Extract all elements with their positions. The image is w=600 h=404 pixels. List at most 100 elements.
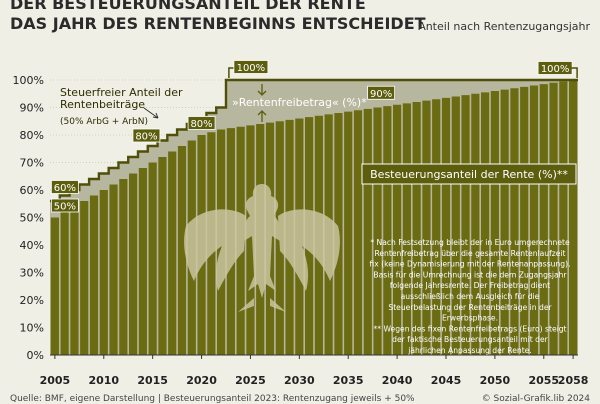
x-tick-label: 2020 bbox=[186, 374, 217, 387]
x-tick-label: 2045 bbox=[431, 374, 462, 387]
freibetrag-step-line bbox=[50, 78, 578, 203]
bar-2009 bbox=[89, 195, 99, 355]
bar-2056 bbox=[549, 82, 558, 355]
bar-2054 bbox=[529, 85, 539, 355]
data-label-50: 50% bbox=[54, 202, 76, 213]
bar-2038 bbox=[373, 107, 382, 355]
x-tick-label: 2025 bbox=[235, 374, 266, 387]
footnote-line: ** Wegen des fixen Rentenfreibetrags (Eu… bbox=[373, 324, 566, 333]
eagle-overlay-icon bbox=[184, 184, 340, 312]
footnote-line: der faktische Besteuerungsanteil mit der bbox=[392, 335, 549, 344]
data-label-100-2058: 100% bbox=[541, 64, 570, 75]
bar-2013 bbox=[129, 173, 138, 355]
bar-2042 bbox=[412, 102, 421, 355]
y-tick-label: 20% bbox=[20, 294, 44, 307]
bar-2035 bbox=[344, 111, 353, 355]
bar-2055 bbox=[539, 84, 548, 355]
data-label-80-freibetrag: 80% bbox=[135, 132, 157, 143]
label-connector bbox=[571, 67, 578, 78]
bar-2005 bbox=[50, 217, 59, 355]
bar-2052 bbox=[510, 88, 519, 355]
data-label-90: 90% bbox=[370, 89, 392, 100]
bar-2017 bbox=[168, 151, 177, 355]
footnote-line: fix (keine Dynamisierung mit der Rentena… bbox=[370, 260, 571, 269]
data-label-60: 60% bbox=[54, 183, 76, 194]
arrow-icon bbox=[143, 107, 159, 119]
data-label-100-2023-box bbox=[233, 60, 269, 74]
bar-2058 bbox=[569, 80, 578, 355]
bar-2018 bbox=[177, 146, 187, 355]
data-label-50-box bbox=[50, 198, 79, 213]
bar-2007 bbox=[70, 206, 79, 355]
data-label-80-bar: 80% bbox=[190, 119, 212, 130]
x-tick-label: 2050 bbox=[480, 374, 511, 387]
footnote-line: jährlichen Anpassung der Rente. bbox=[407, 346, 532, 355]
bar-2037 bbox=[363, 108, 372, 355]
bar-2014 bbox=[138, 168, 147, 355]
bar-2053 bbox=[520, 86, 529, 355]
y-tick-label: 60% bbox=[20, 184, 44, 197]
x-tick-label: 2055 bbox=[528, 374, 559, 387]
y-tick-label: 80% bbox=[20, 129, 44, 142]
eagle-right-wing-icon bbox=[278, 209, 340, 291]
footnote-line: Basis für die Umrechnung ist die dem Zug… bbox=[373, 270, 567, 279]
freibetrag-title-line1: Steuerfreier Anteil der bbox=[60, 86, 183, 99]
bar-2025 bbox=[246, 125, 255, 355]
besteuerungsanteil-banner bbox=[361, 163, 577, 185]
data-label-80-bar-box bbox=[187, 116, 216, 130]
rentenfreibetrag-label: »Rentenfreibetrag« (%)* bbox=[232, 96, 367, 109]
chart-title-line1: DER BESTEUERUNGSANTEIL DER RENTE bbox=[10, 0, 366, 13]
x-tick-label: 2035 bbox=[333, 374, 364, 387]
y-tick-label: 50% bbox=[20, 212, 44, 225]
bar-2051 bbox=[500, 89, 509, 355]
besteuerungsanteil-label: Besteuerungsanteil der Rente (%)** bbox=[370, 168, 568, 181]
y-tick-label: 0% bbox=[27, 349, 44, 362]
eagle-left-wing-icon bbox=[184, 209, 246, 291]
data-label-60-box bbox=[50, 180, 79, 194]
footnote-line: Steuerbelastung der Rentenbeiträge in de… bbox=[388, 303, 552, 312]
data-label-90-box bbox=[367, 85, 396, 100]
bar-2016 bbox=[158, 157, 167, 355]
bar-2045 bbox=[441, 97, 451, 355]
footnote-line: Rentenfreibetrag über die gesamte Renten… bbox=[374, 249, 565, 258]
bar-2015 bbox=[148, 162, 157, 355]
arrow-down-icon bbox=[257, 84, 267, 96]
x-tick-label: 2005 bbox=[40, 374, 71, 387]
bar-2011 bbox=[109, 184, 118, 355]
x-tick-label: 2010 bbox=[88, 374, 119, 387]
bar-2010 bbox=[99, 190, 108, 355]
footer-source: Quelle: BMF, eigene Darstellung | Besteu… bbox=[10, 394, 415, 404]
bar-2040 bbox=[393, 104, 402, 355]
x-tick-label: 2030 bbox=[284, 374, 315, 387]
y-tick-label: 40% bbox=[20, 239, 44, 252]
bar-2006 bbox=[60, 212, 69, 355]
freibetrag-note: (50% ArbG + ArbN) bbox=[60, 117, 148, 127]
x-tick-label: 2058 bbox=[558, 374, 589, 387]
y-tick-label: 10% bbox=[20, 322, 44, 335]
x-tick-label: 2015 bbox=[137, 374, 168, 387]
bar-2008 bbox=[80, 201, 89, 355]
bar-2036 bbox=[353, 110, 363, 355]
bar-2044 bbox=[432, 99, 441, 355]
freibetrag-title-line2: Rentenbeiträge bbox=[60, 98, 145, 111]
y-tick-label: 90% bbox=[20, 102, 44, 115]
footer-copyright: © Sozial-Grafik.lib 2024 bbox=[481, 394, 590, 404]
bar-2046 bbox=[451, 96, 460, 355]
y-tick-label: 100% bbox=[13, 74, 44, 87]
bar-2050 bbox=[490, 91, 499, 355]
bar-2048 bbox=[471, 93, 480, 355]
bar-2057 bbox=[559, 81, 568, 355]
y-tick-label: 30% bbox=[20, 267, 44, 280]
footnote-line: ausschließlich dem Ausgleich für die bbox=[401, 292, 540, 301]
data-label-80-freibetrag-box bbox=[132, 128, 161, 143]
chart-title-line2: DAS JAHR DES RENTENBEGINNS ENTSCHEIDET bbox=[10, 14, 426, 33]
bar-2039 bbox=[383, 106, 392, 355]
bar-2041 bbox=[402, 103, 411, 355]
data-label-100-2023: 100% bbox=[237, 63, 266, 74]
bar-2047 bbox=[461, 95, 470, 355]
eagle-body-icon bbox=[243, 184, 281, 298]
bar-2012 bbox=[119, 179, 128, 355]
footnote-line: Erwerbsphase. bbox=[442, 314, 498, 323]
arrow-up-icon bbox=[257, 110, 267, 122]
